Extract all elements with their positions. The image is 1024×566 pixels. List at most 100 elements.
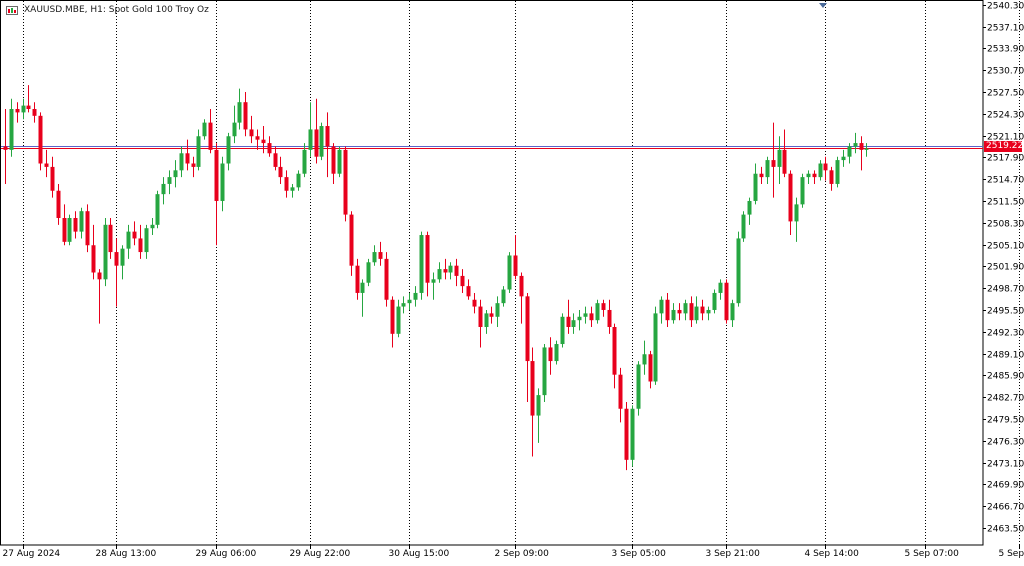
candle-body [830,170,834,184]
candle-body [742,215,746,239]
candle-body [408,300,412,303]
y-tick-label: 2473.10 [987,460,1024,470]
candle-body [4,146,8,149]
y-tick-label: 2498.70 [987,285,1024,295]
candle-body [250,129,254,136]
candle-body [39,116,43,164]
candle-body [233,123,237,137]
candle-body [561,317,565,344]
candle-body [713,293,717,310]
y-tick-label: 2482.70 [987,394,1024,404]
candle-body [836,160,840,184]
candle-body [22,106,26,113]
x-tick-label: 29 Aug 22:00 [290,549,351,559]
x-tick-label: 3 Sep 05:00 [612,549,667,559]
candle-body [285,177,289,191]
candle-body [303,150,307,174]
candle-body [127,232,131,249]
y-tick-label: 2537.10 [987,24,1024,34]
x-tick-label: 30 Aug 15:00 [389,549,450,559]
candle-body [420,235,424,293]
candle-body [485,313,489,327]
candle-body [701,307,705,314]
candle-body [754,174,758,201]
candle-body [660,300,664,314]
candle-body [819,164,823,178]
y-tick-label: 2469.90 [987,481,1024,491]
candle-body [737,238,741,303]
candle-body [520,276,524,296]
candle-body [649,354,653,381]
candle-body [74,218,78,232]
candle-body [109,225,113,252]
candle-body [707,310,711,313]
candle-body [654,313,658,381]
candle-body [567,317,571,327]
candle-body [121,249,125,266]
y-tick-label: 2540.30 [987,2,1024,12]
y-tick-label: 2527.50 [987,89,1024,99]
candle-body [590,313,594,320]
candle-body [174,170,178,177]
candle-body [151,225,155,228]
candle-body [244,102,248,129]
candle-body [63,218,67,242]
candle-body [860,143,864,150]
candle-body [619,375,623,409]
candle-body [672,310,676,320]
x-tick-label: 5 Sep 07:00 [905,549,960,559]
y-tick-label: 2514.70 [987,176,1024,186]
candle-body [549,347,553,361]
candle-body [68,218,72,242]
candle-body [602,303,606,310]
candle-body [449,266,453,273]
candle-body [678,310,682,313]
candle-body [27,106,31,109]
candle-body [361,283,365,293]
candle-body [508,255,512,289]
candle-body [543,347,547,395]
y-tick-label: 2501.90 [987,263,1024,273]
y-tick-label: 2511.50 [987,198,1024,208]
candle-body [162,184,166,194]
candle-body [402,303,406,306]
candle-body [783,150,787,174]
y-tick-label: 2505.10 [987,242,1024,252]
candle-body [57,191,61,218]
candle-body [156,194,160,225]
candle-body [526,296,530,361]
y-tick-label: 2476.30 [987,438,1024,448]
candle-body [455,266,459,276]
candle-body [643,354,647,364]
candle-body [824,164,828,171]
candle-body [385,259,389,300]
candle-body [432,279,436,282]
candle-body [631,409,635,460]
candle-body [338,150,342,174]
candle-body [695,307,699,321]
x-tick-label: 5 Sep 23:00 [999,549,1024,559]
plot-frame [1,1,984,546]
candle-body [86,211,90,245]
candle-body [373,252,377,262]
candle-body [496,303,500,317]
chart-title: XAUUSD.MBE, H1: Spot Gold 100 Troy Oz [24,5,209,15]
candle-body [227,136,231,163]
candle-body [748,201,752,215]
candle-body [778,150,782,167]
x-tick-label: 29 Aug 06:00 [196,549,257,559]
candle-body [461,276,465,286]
x-tick-label: 2 Sep 09:00 [495,549,550,559]
candle-body [608,310,612,327]
candle-body [326,126,330,146]
x-tick-label: 4 Sep 14:00 [805,549,860,559]
candle-body [625,409,629,460]
candle-body [238,102,242,122]
candle-body [813,174,817,177]
candle-body [502,290,506,304]
y-tick-label: 2508.30 [987,220,1024,230]
x-tick-label: 28 Aug 13:00 [96,549,157,559]
candle-body [766,160,770,177]
